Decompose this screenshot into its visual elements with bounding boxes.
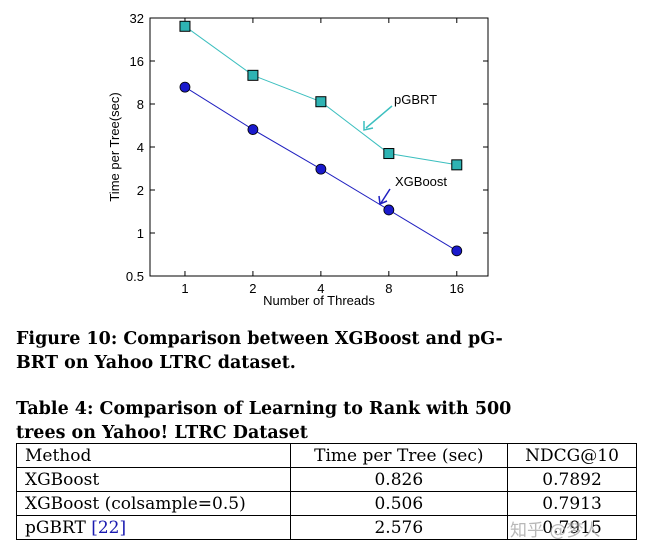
cell-time: 0.506: [289, 491, 509, 516]
xgboost-point: [383, 204, 395, 216]
cell-method: XGBoost: [16, 467, 291, 492]
x-tick-label: 2: [249, 281, 256, 296]
x-tick-label: 4: [317, 281, 324, 296]
pgbrt-annotation: pGBRT: [394, 92, 437, 107]
x-tick-label: 16: [450, 281, 464, 296]
y-tick-label: 16: [130, 54, 144, 69]
x-tick-label: 8: [385, 281, 392, 296]
header-method: Method: [16, 443, 291, 468]
cell-ndcg: 0.7913: [507, 491, 637, 516]
y-tick-label: 4: [137, 140, 144, 155]
table-header-row: Method Time per Tree (sec) NDCG@10: [16, 443, 637, 468]
y-tick-label: 0.5: [126, 269, 144, 284]
pgbrt-point: [315, 96, 327, 108]
line-chart: 0.5 1 2 4 8 16 32 1 2 4 8 16 Time per Tree(sec) Num…: [107, 11, 489, 308]
table-row: pGBRT [22] 2.576 0.7915: [16, 515, 637, 540]
pgbrt-arrow-head: [363, 121, 374, 131]
y-axis-label: Time per Tree(sec): [107, 92, 122, 201]
table-title: Table 4: Comparison of Learning to Rank …: [16, 397, 616, 445]
figure-caption-line: Figure 10: Comparison between XGBoost an…: [16, 329, 503, 349]
cell-ndcg: 0.7892: [507, 467, 637, 492]
pgbrt-point: [451, 159, 463, 171]
pgbrt-annotation-arrow: [365, 105, 393, 129]
cell-time: 0.826: [289, 467, 509, 492]
table-row: XGBoost (colsample=0.5) 0.506 0.7913: [16, 491, 637, 516]
pgbrt-point: [179, 20, 191, 32]
method-name: pGBRT: [25, 517, 92, 538]
xgboost-annotation-arrow: [380, 188, 391, 204]
y-tick-label: 1: [137, 226, 144, 241]
cell-time: 2.576: [289, 515, 509, 540]
citation-link[interactable]: [22]: [91, 517, 127, 538]
xgboost-point: [451, 245, 463, 257]
header-time: Time per Tree (sec): [289, 443, 509, 468]
x-axis-label: Number of Threads: [263, 293, 375, 308]
figure-caption: Figure 10: Comparison between XGBoost an…: [16, 327, 616, 375]
xgboost-arrow-head: [378, 195, 388, 206]
pgbrt-point: [383, 148, 395, 160]
xgboost-point: [247, 124, 259, 135]
table-title-line: Table 4: Comparison of Learning to Rank …: [16, 399, 512, 419]
pgbrt-point: [247, 69, 259, 81]
cell-ndcg: 0.7915: [507, 515, 637, 540]
figure-caption-line: BRT on Yahoo LTRC dataset.: [16, 353, 296, 373]
x-tick-label: 1: [181, 281, 188, 296]
table-row: XGBoost 0.826 0.7892: [16, 467, 637, 492]
y-tick-label: 8: [137, 97, 144, 112]
y-tick-label: 2: [137, 183, 144, 198]
xgboost-point: [315, 163, 327, 175]
cell-method: pGBRT [22]: [16, 515, 291, 540]
y-tick-label: 32: [130, 11, 144, 26]
plot-frame: [149, 17, 489, 277]
header-ndcg: NDCG@10: [507, 443, 637, 468]
xgboost-annotation: XGBoost: [395, 174, 447, 189]
results-table: Method Time per Tree (sec) NDCG@10 XGBoo…: [16, 443, 637, 540]
xgboost-point: [179, 81, 191, 93]
table-title-line: trees on Yahoo! LTRC Dataset: [16, 423, 308, 443]
cell-method: XGBoost (colsample=0.5): [16, 491, 291, 516]
